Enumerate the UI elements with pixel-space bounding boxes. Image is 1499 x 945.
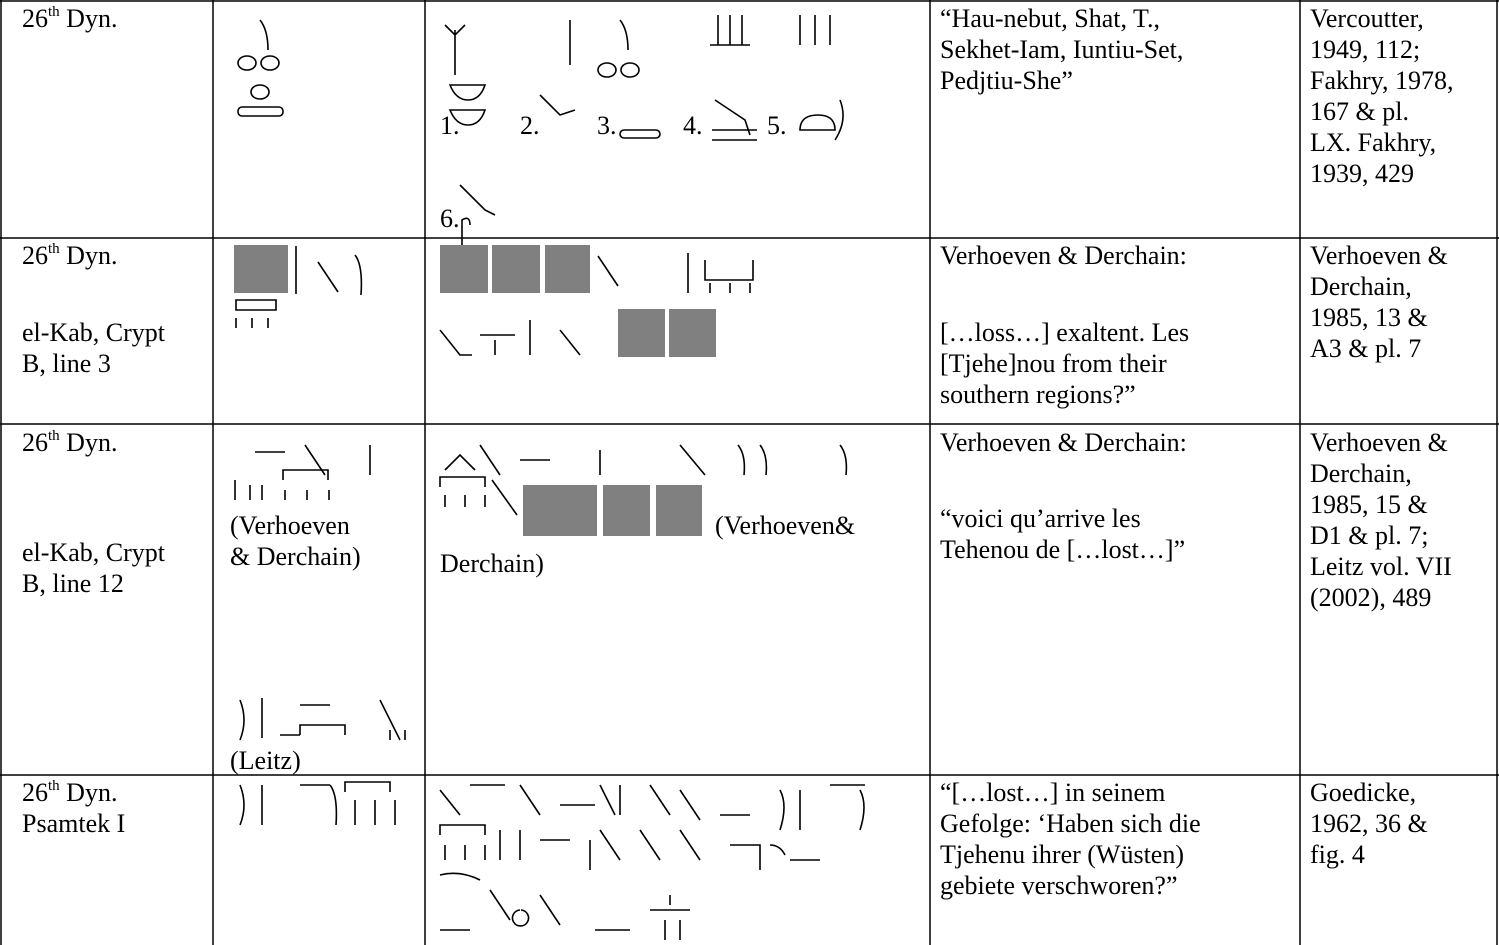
variant-label: 4. bbox=[683, 111, 703, 140]
translation: Tjehenu ihrer (Wüsten) bbox=[940, 840, 1185, 869]
reference: Verhoeven & bbox=[1310, 241, 1448, 270]
reference: D1 & pl. 7; bbox=[1310, 521, 1429, 550]
translation: Gefolge: ‘Haben sich die bbox=[940, 809, 1201, 838]
reference: Goedicke, bbox=[1310, 778, 1417, 807]
variant-label: 5. bbox=[767, 111, 787, 140]
reference: 167 & pl. bbox=[1310, 97, 1409, 126]
translation: Tehenou de […lost…]” bbox=[940, 535, 1186, 564]
location: B, line 12 bbox=[22, 569, 124, 598]
dynasty-label: Dyn. bbox=[59, 428, 118, 457]
reference: fig. 4 bbox=[1310, 840, 1365, 869]
reference: 1985, 13 & bbox=[1310, 303, 1428, 332]
dynasty-label: Dyn. bbox=[59, 241, 118, 270]
reference: 1939, 429 bbox=[1310, 159, 1414, 188]
variant-note: (Verhoeven& bbox=[715, 511, 856, 540]
reference: 1962, 36 & bbox=[1310, 809, 1428, 838]
dynasty-suffix: th bbox=[48, 4, 60, 20]
translation: “voici qu’arrive les bbox=[940, 504, 1141, 533]
translation: Pedjtiu-She” bbox=[940, 66, 1073, 95]
reference: Leitz vol. VII bbox=[1310, 552, 1452, 581]
reference: 1949, 112; bbox=[1310, 35, 1421, 64]
dynasty-number: 26 bbox=[22, 778, 48, 807]
dynasty-number: 26 bbox=[22, 4, 48, 33]
reference: (2002), 489 bbox=[1310, 583, 1432, 612]
reference: Derchain, bbox=[1310, 459, 1412, 488]
variant-label: 1. bbox=[440, 111, 460, 140]
transcription-note: (Leitz) bbox=[230, 746, 301, 775]
location: el-Kab, Crypt bbox=[22, 538, 165, 567]
reference: A3 & pl. 7 bbox=[1310, 334, 1422, 363]
translation: Sekhet-Iam, Iuntiu-Set, bbox=[940, 35, 1184, 64]
dynasty: 26th Dyn. bbox=[22, 240, 117, 271]
dynasty-number: 26 bbox=[22, 241, 48, 270]
variant-label: 3. bbox=[597, 111, 617, 140]
transcription-note: (Verhoeven bbox=[230, 511, 350, 540]
variant-note: Derchain) bbox=[440, 549, 544, 578]
translation: “Hau-nebut, Shat, T., bbox=[940, 4, 1160, 33]
location: B, line 3 bbox=[22, 349, 111, 378]
translation: [Tjehe]nou from their bbox=[940, 349, 1167, 378]
reference: LX. Fakhry, bbox=[1310, 128, 1437, 157]
hieroglyphs bbox=[234, 15, 865, 940]
variant-label: 6. bbox=[440, 204, 460, 233]
lacunae bbox=[234, 245, 716, 536]
translation: southern regions?” bbox=[940, 380, 1136, 409]
dynasty: 26th Dyn. bbox=[22, 427, 117, 458]
dynasty: 26th Dyn. bbox=[22, 3, 117, 34]
dynasty-suffix: th bbox=[48, 428, 60, 444]
reference: Derchain, bbox=[1310, 272, 1412, 301]
translation: gebiete verschworen?” bbox=[940, 871, 1178, 900]
translation: “[…lost…] in seinem bbox=[940, 778, 1166, 807]
location: el-Kab, Crypt bbox=[22, 318, 165, 347]
dynasty-label: Dyn. bbox=[59, 778, 118, 807]
dynasty: 26th Dyn. bbox=[22, 777, 117, 808]
dynasty-number: 26 bbox=[22, 428, 48, 457]
dynasty-suffix: th bbox=[48, 241, 60, 257]
translation: […loss…] exaltent. Les bbox=[940, 318, 1190, 347]
reference: 1985, 15 & bbox=[1310, 490, 1428, 519]
variant-label: 2. bbox=[520, 111, 540, 140]
dynasty-label: Dyn. bbox=[59, 4, 118, 33]
reference: Verhoeven & bbox=[1310, 428, 1448, 457]
translation: Verhoeven & Derchain: bbox=[940, 428, 1187, 457]
reference: Fakhry, 1978, bbox=[1310, 66, 1454, 95]
reference: Vercoutter, bbox=[1310, 4, 1424, 33]
dynasty-suffix: th bbox=[48, 778, 60, 794]
location: Psamtek I bbox=[22, 809, 126, 838]
transcription-note: & Derchain) bbox=[230, 542, 361, 571]
translation: Verhoeven & Derchain: bbox=[940, 241, 1187, 270]
